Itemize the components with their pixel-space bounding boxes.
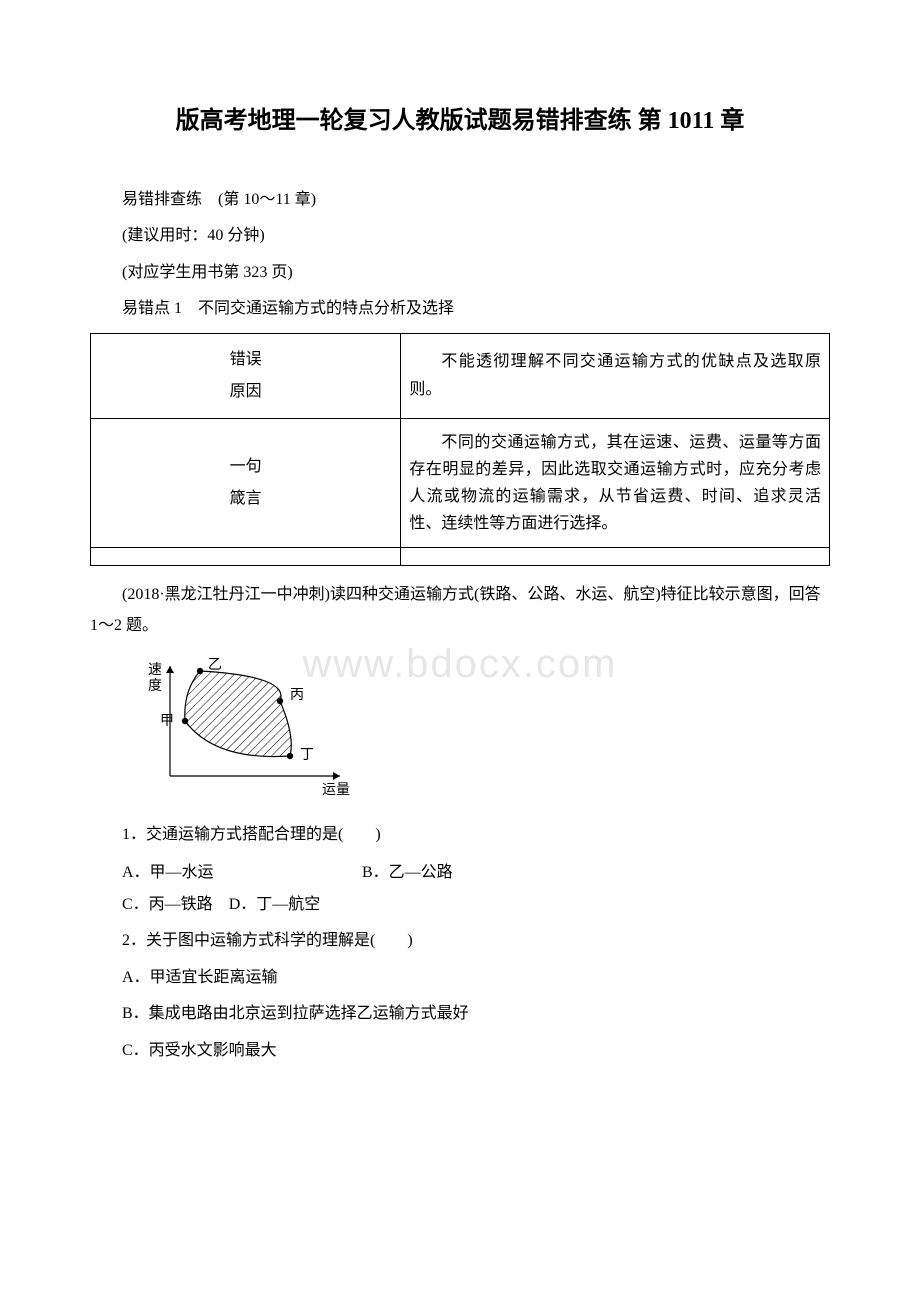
svg-text:运量: 运量 [322, 782, 350, 798]
error-point-table: 错误 原因 不能透彻理解不同交通运输方式的优缺点及选取原则。 一句 箴言 不同的… [90, 333, 830, 567]
intro-line-2: (建议用时：40 分钟) [90, 221, 830, 251]
intro-line-3: (对应学生用书第 323 页) [90, 258, 830, 288]
q2-stem: 2．关于图中运输方式科学的理解是( ) [90, 926, 830, 956]
svg-text:甲: 甲 [160, 714, 174, 729]
svg-text:速: 速 [148, 662, 162, 678]
svg-text:丁: 丁 [300, 748, 314, 763]
question-stem: (2018·黑龙江牡丹江一中冲刺)读四种交通运输方式(铁路、公路、水运、航空)特… [90, 580, 830, 641]
row1-right: 不能透彻理解不同交通运输方式的优缺点及选取原则。 [401, 333, 830, 418]
q1-stem: 1．交通运输方式搭配合理的是( ) [90, 820, 830, 850]
svg-text:度: 度 [148, 678, 162, 694]
row1-left-a: 错误 [99, 344, 392, 376]
row1-left-b: 原因 [99, 376, 392, 408]
q1-opt-b: B．乙—公路 [330, 856, 453, 890]
table-row: 一句 箴言 不同的交通运输方式，其在运速、运费、运量等方面存在明显的差异，因此选… [91, 418, 830, 548]
intro-line-1: 易错排查练 (第 10～11 章) [90, 185, 830, 215]
svg-text:丙: 丙 [290, 688, 304, 703]
transport-chart: 速度运量 甲 乙丙丁 [130, 651, 830, 806]
q2-opt-c: C．丙受水文影响最大 [90, 1036, 830, 1066]
q1-opt-a: A．甲—水运 [90, 856, 330, 890]
table-row: 错误 原因 不能透彻理解不同交通运输方式的优缺点及选取原则。 [91, 333, 830, 418]
q1-opt-cd: C．丙—铁路 D．丁—航空 [90, 890, 830, 920]
q2-opt-b: B．集成电路由北京运到拉萨选择乙运输方式最好 [90, 999, 830, 1029]
page-title: 版高考地理一轮复习人教版试题易错排查练 第 1011 章 [90, 100, 830, 135]
row2-left-b: 箴言 [99, 483, 392, 515]
row2-right: 不同的交通运输方式，其在运速、运费、运量等方面存在明显的差异，因此选取交通运输方… [401, 418, 830, 548]
svg-text:乙: 乙 [208, 657, 222, 673]
chart-svg: 速度运量 甲 乙丙丁 [130, 651, 360, 801]
intro-line-4: 易错点 1 不同交通运输方式的特点分析及选择 [90, 294, 830, 324]
table-row-empty [91, 548, 830, 566]
row2-left-a: 一句 [99, 451, 392, 483]
q2-opt-a: A．甲适宜长距离运输 [90, 963, 830, 993]
